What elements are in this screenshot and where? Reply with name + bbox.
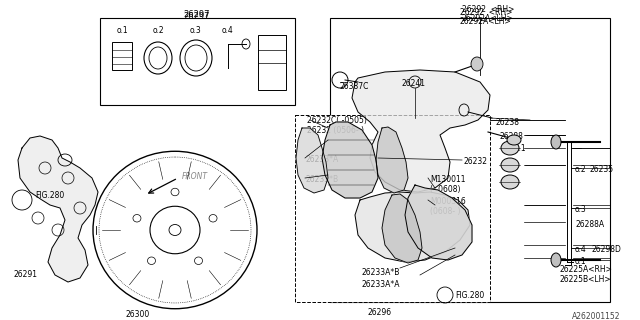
Text: 26225B<LH>: 26225B<LH> (560, 275, 612, 284)
Polygon shape (376, 127, 408, 193)
Text: 26288A: 26288A (575, 220, 604, 229)
Text: 26238: 26238 (496, 118, 520, 127)
Polygon shape (405, 185, 472, 260)
Text: 26292  <RH>: 26292 <RH> (460, 8, 513, 17)
Text: o.4: o.4 (575, 245, 587, 254)
Text: o.2: o.2 (575, 165, 587, 174)
Text: 26296: 26296 (368, 308, 392, 317)
Polygon shape (355, 192, 470, 262)
Bar (112, 42, 132, 70)
Text: o.3: o.3 (190, 26, 202, 35)
Polygon shape (18, 136, 98, 282)
Text: 26233*B: 26233*B (305, 175, 338, 184)
Bar (100, 18, 295, 105)
Text: 26225A<RH>: 26225A<RH> (560, 265, 613, 274)
Text: 26292  <RH>: 26292 <RH> (462, 5, 515, 14)
Text: 26387C: 26387C (340, 82, 369, 91)
Text: 26232 (0506- ): 26232 (0506- ) (307, 126, 364, 135)
Text: M000316: M000316 (430, 197, 466, 206)
Text: M130011: M130011 (430, 175, 465, 184)
Text: o.1: o.1 (116, 26, 128, 35)
Text: 26292A<LH>: 26292A<LH> (462, 14, 514, 23)
Text: A262001152: A262001152 (572, 312, 620, 320)
Ellipse shape (471, 57, 483, 71)
Ellipse shape (551, 135, 561, 149)
Text: o.1: o.1 (575, 257, 587, 266)
Text: 26298D: 26298D (592, 245, 622, 254)
Text: (0608- ): (0608- ) (430, 207, 461, 216)
Ellipse shape (93, 151, 257, 309)
Polygon shape (296, 128, 328, 193)
Polygon shape (382, 194, 422, 263)
Text: 26288: 26288 (500, 132, 524, 141)
Bar (330, 18, 610, 302)
Text: 26233A*A: 26233A*A (362, 280, 401, 289)
Text: 26233A*B: 26233A*B (362, 268, 401, 277)
Text: 26233*A: 26233*A (305, 155, 339, 164)
Ellipse shape (501, 158, 519, 172)
Text: o.3: o.3 (575, 205, 587, 214)
Text: FIG.280: FIG.280 (455, 291, 484, 300)
Text: o.4: o.4 (222, 26, 234, 35)
Text: 26297: 26297 (184, 12, 211, 21)
Text: 26235: 26235 (590, 165, 614, 174)
Polygon shape (322, 122, 378, 198)
Text: ( -0608): ( -0608) (430, 185, 461, 194)
Text: o.1: o.1 (515, 144, 527, 153)
Text: o.2: o.2 (152, 26, 164, 35)
Ellipse shape (501, 141, 519, 155)
Text: 26232C( -0505): 26232C( -0505) (307, 116, 367, 125)
Bar (295, 115, 490, 302)
Text: 26232: 26232 (464, 157, 488, 166)
Ellipse shape (551, 253, 561, 267)
Polygon shape (352, 70, 490, 192)
Bar (258, 35, 286, 90)
Text: 26297: 26297 (184, 10, 211, 19)
Text: FIG.280: FIG.280 (35, 190, 64, 199)
Text: FRONT: FRONT (182, 172, 208, 181)
Ellipse shape (507, 135, 521, 145)
Ellipse shape (501, 175, 519, 189)
Text: 26291: 26291 (13, 270, 37, 279)
Text: 26292A<LH>: 26292A<LH> (460, 17, 512, 26)
Text: 26241: 26241 (402, 79, 426, 88)
Text: 26300: 26300 (126, 310, 150, 319)
